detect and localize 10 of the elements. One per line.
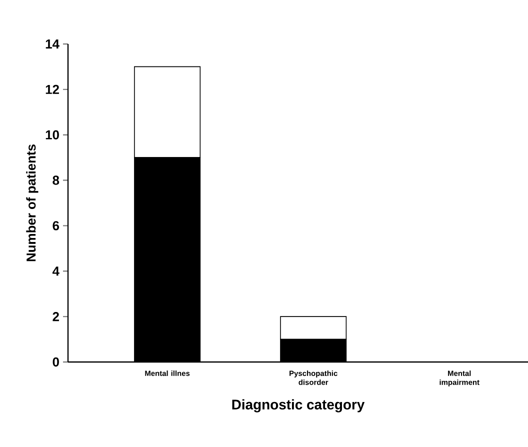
y-tick-label: 0 bbox=[52, 357, 59, 367]
y-tick-label: 6 bbox=[52, 221, 60, 230]
y-tick-label: 2 bbox=[52, 312, 59, 322]
y-tick-label: 4 bbox=[52, 266, 60, 276]
x-axis-title: Diagnostic category bbox=[232, 399, 365, 412]
y-tick-label: 12 bbox=[46, 84, 59, 94]
y-tick-label: 14 bbox=[46, 40, 60, 48]
y-axis-title: Number of patients bbox=[26, 144, 38, 262]
y-tick-label: 8 bbox=[52, 176, 60, 185]
y-tick-label: 10 bbox=[46, 130, 59, 140]
